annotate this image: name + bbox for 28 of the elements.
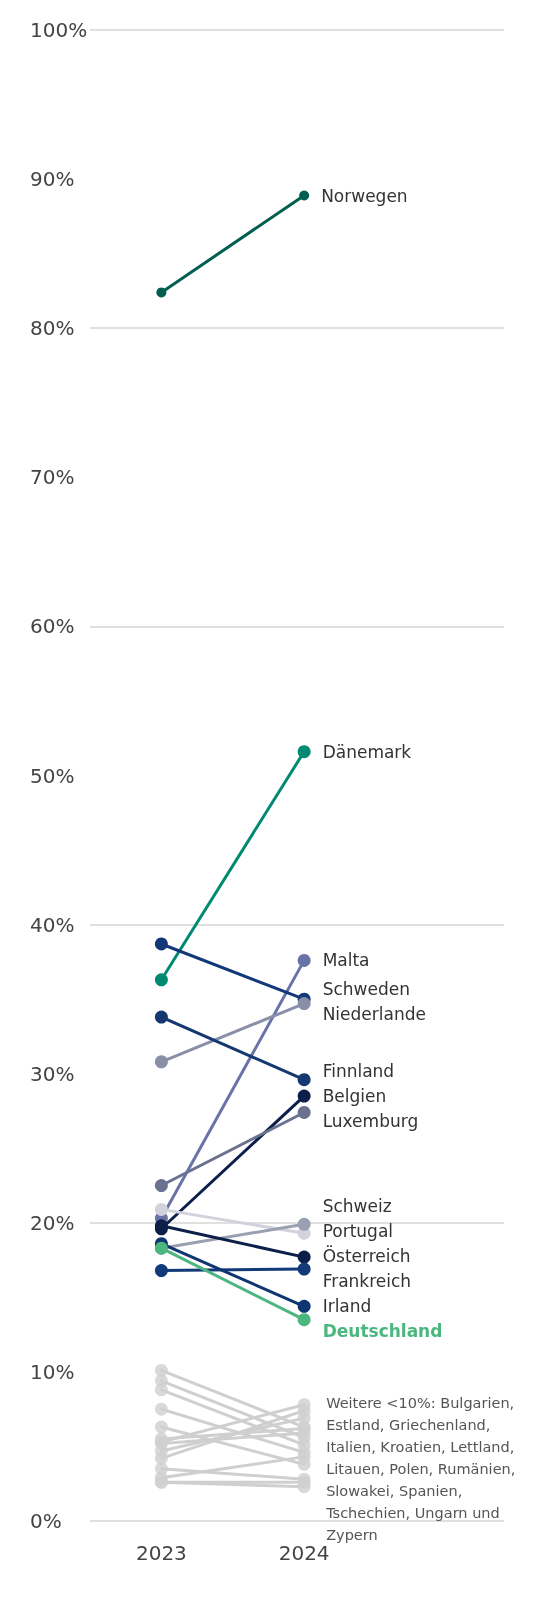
- y-tick-label: 90%: [30, 167, 75, 192]
- y-tick-label: 0%: [30, 1509, 62, 1533]
- series-label: Irland: [322, 1295, 372, 1316]
- series-label: Finnland: [322, 1061, 395, 1082]
- y-tick-label: 100%: [30, 18, 88, 42]
- y-tick-label: 50%: [30, 763, 75, 788]
- series-label: Österreich: [322, 1244, 411, 1266]
- series-label: Schweden: [322, 978, 410, 999]
- y-tick-label: 60%: [30, 614, 75, 639]
- series-label: Belgien: [322, 1086, 387, 1107]
- series-label: Portugal: [322, 1220, 394, 1241]
- annotation: Weitere <10%: Bulgarien, Estland, Griechenland, Italien, Kroatien, Lettland, Litauen, Polen, Rumänien, Slowakei, Spanien, Tschechien, Ungarn und Zypern: [325, 1394, 520, 1543]
- x-tick-label: 2023: [135, 1541, 187, 1565]
- y-tick-label: 10%: [30, 1359, 75, 1384]
- series-label: Schweiz: [322, 1195, 392, 1216]
- series-label: Deutschland: [322, 1320, 443, 1341]
- series-label: Niederlande: [322, 1003, 426, 1024]
- series-label: Malta: [322, 950, 370, 971]
- y-tick-label: 30%: [30, 1061, 75, 1086]
- series-label: Norwegen: [321, 185, 408, 206]
- y-tick-label: 20%: [30, 1210, 75, 1235]
- y-tick-label: 40%: [30, 912, 75, 937]
- series-label: Dänemark: [322, 741, 412, 762]
- y-tick-label: 70%: [30, 465, 75, 490]
- x-tick-label: 2024: [278, 1541, 330, 1565]
- series-label: Frankreich: [322, 1270, 412, 1291]
- y-tick-label: 80%: [30, 316, 75, 341]
- series-label: Luxemburg: [322, 1111, 419, 1132]
